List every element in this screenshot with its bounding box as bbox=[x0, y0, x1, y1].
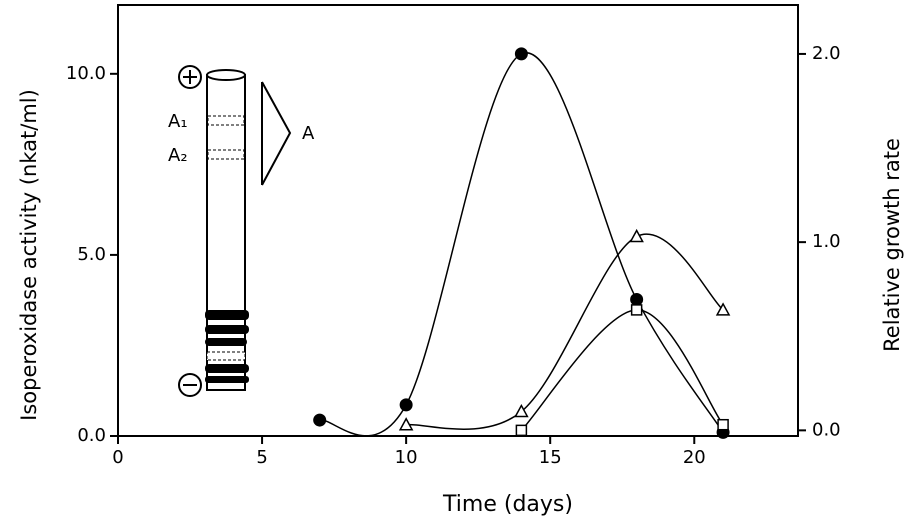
point bbox=[629, 228, 644, 243]
point bbox=[515, 424, 528, 437]
x-tick-label: 20 bbox=[683, 447, 706, 468]
y2-tick-label: 1.0 bbox=[812, 231, 841, 252]
point bbox=[715, 302, 731, 316]
point bbox=[313, 413, 327, 427]
point bbox=[514, 47, 528, 61]
x-axis-label: Time (days) bbox=[442, 492, 573, 517]
y-tick-label: 0.0 bbox=[77, 425, 106, 446]
y2-axis-label: Relative growth rate bbox=[880, 138, 904, 352]
y2-tick-label: 0.0 bbox=[812, 419, 841, 440]
band-label: A₁ bbox=[168, 111, 188, 132]
y-tick-label: 10.0 bbox=[66, 63, 106, 84]
point bbox=[717, 418, 729, 431]
y-axis-label: Isoperoxidase activity (nkat/ml) bbox=[17, 89, 41, 421]
series-line bbox=[319, 52, 724, 437]
y2-tick-label: 2.0 bbox=[812, 43, 841, 64]
point bbox=[630, 292, 644, 306]
plot-frame bbox=[117, 4, 799, 437]
series-line bbox=[520, 309, 724, 431]
band-label: A₂ bbox=[168, 145, 188, 166]
x-tick-label: 10 bbox=[395, 447, 418, 468]
y-tick-label: 5.0 bbox=[77, 244, 106, 265]
point bbox=[398, 417, 414, 431]
series-line bbox=[406, 233, 724, 430]
x-tick-label: 0 bbox=[112, 447, 123, 468]
point bbox=[514, 403, 529, 418]
x-tick-label: 15 bbox=[539, 447, 562, 468]
band-group-label: A bbox=[302, 123, 315, 144]
point bbox=[399, 398, 413, 412]
gel-diagram bbox=[178, 65, 292, 397]
point bbox=[630, 304, 643, 316]
x-tick-label: 5 bbox=[256, 447, 267, 468]
